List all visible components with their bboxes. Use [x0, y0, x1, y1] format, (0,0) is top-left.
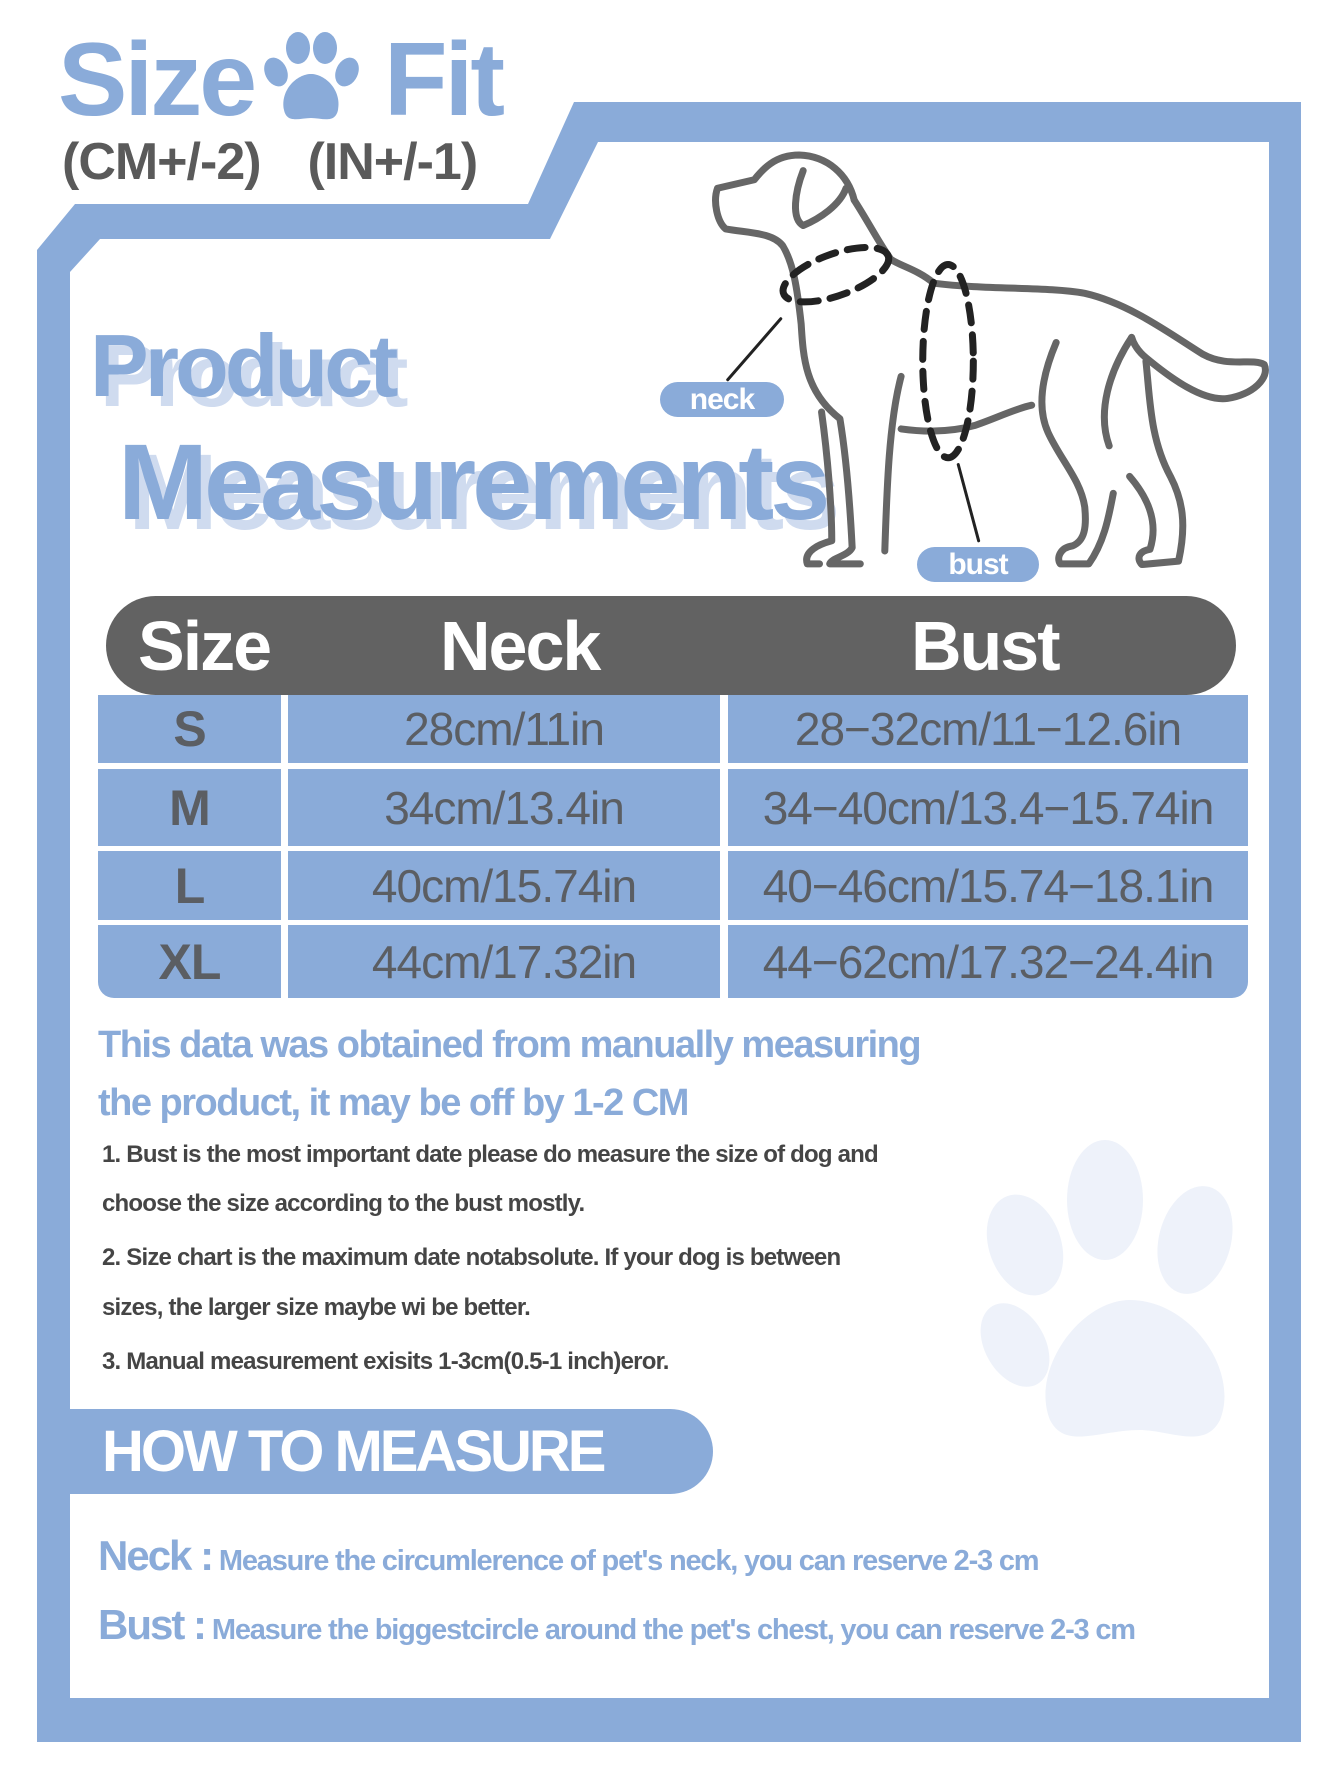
- table-cell-size: M: [98, 769, 281, 846]
- tolerance-subtitle: (CM+/-2) (IN+/-1): [62, 133, 478, 191]
- table-cell-size: L: [98, 851, 281, 920]
- bust-instruction-label: Bust :: [98, 1601, 207, 1648]
- table-cell-bust: 34−40cm/13.4−15.74in: [728, 769, 1248, 846]
- tip-item: 2. Size chart is the maximum date notabs…: [102, 1244, 841, 1271]
- bust-instruction: Bust : Measure the biggestcircle around …: [98, 1601, 1136, 1648]
- paw-icon: [264, 32, 359, 120]
- bust-measure-loop: [923, 265, 974, 458]
- bust-callout: bust: [917, 547, 1039, 582]
- table-cell-size: XL: [98, 925, 281, 998]
- table-cell-bust: 44−62cm/17.32−24.4in: [728, 925, 1248, 998]
- how-to-measure-title: HOW TO MEASURE: [102, 1419, 606, 1484]
- heading-measurements: Measurements: [118, 421, 830, 542]
- tip-item: 3. Manual measurement exisits 1-3cm(0.5-…: [102, 1348, 669, 1375]
- header-neck: Neck: [440, 607, 601, 685]
- title-size: Size: [58, 22, 257, 138]
- tip-item: 1. Bust is the most important date pleas…: [102, 1141, 879, 1168]
- title-fit: Fit: [384, 22, 505, 138]
- dog-diagram: [0, 0, 1340, 700]
- neck-callout: neck: [660, 382, 784, 417]
- header-bust: Bust: [911, 607, 1061, 685]
- header-size: Size: [138, 607, 272, 685]
- table-cell-neck: 28cm/11in: [288, 695, 720, 763]
- table-cell-size: S: [98, 695, 281, 763]
- table-cell-bust: 40−46cm/15.74−18.1in: [728, 851, 1248, 920]
- neck-measure-loop: [774, 236, 898, 313]
- neck-instruction-label: Neck :: [98, 1532, 214, 1579]
- neck-instruction: Neck : Measure the circumlerence of pet'…: [98, 1532, 1040, 1579]
- table-cell-bust: 28−32cm/11−12.6in: [728, 695, 1248, 763]
- size-table: S 28cm/11in 28−32cm/11−12.6in M 34cm/13.…: [98, 650, 1248, 998]
- how-to-measure-banner: HOW TO MEASURE: [70, 1409, 713, 1494]
- dog-outline: [716, 155, 861, 564]
- neck-instruction-text: Measure the circumlerence of pet's neck,…: [212, 1545, 1040, 1577]
- paw-watermark-icon: [980, 1140, 1233, 1437]
- tip-item: choose the size according to the bust mo…: [102, 1190, 585, 1217]
- bust-instruction-text: Measure the biggestcircle around the pet…: [205, 1614, 1136, 1646]
- table-cell-neck: 44cm/17.32in: [288, 925, 720, 998]
- heading-product: Product: [90, 316, 398, 415]
- table-header: Size Neck Bust: [106, 596, 1236, 695]
- table-cell-neck: 40cm/15.74in: [288, 851, 720, 920]
- tip-item: sizes, the larger size maybe wi be bette…: [102, 1294, 531, 1321]
- disclaimer-line-1: This data was obtained from manually mea…: [98, 1024, 922, 1066]
- table-cell-neck: 34cm/13.4in: [288, 769, 720, 846]
- disclaimer-line-2: the product, it may be off by 1-2 CM: [98, 1082, 689, 1124]
